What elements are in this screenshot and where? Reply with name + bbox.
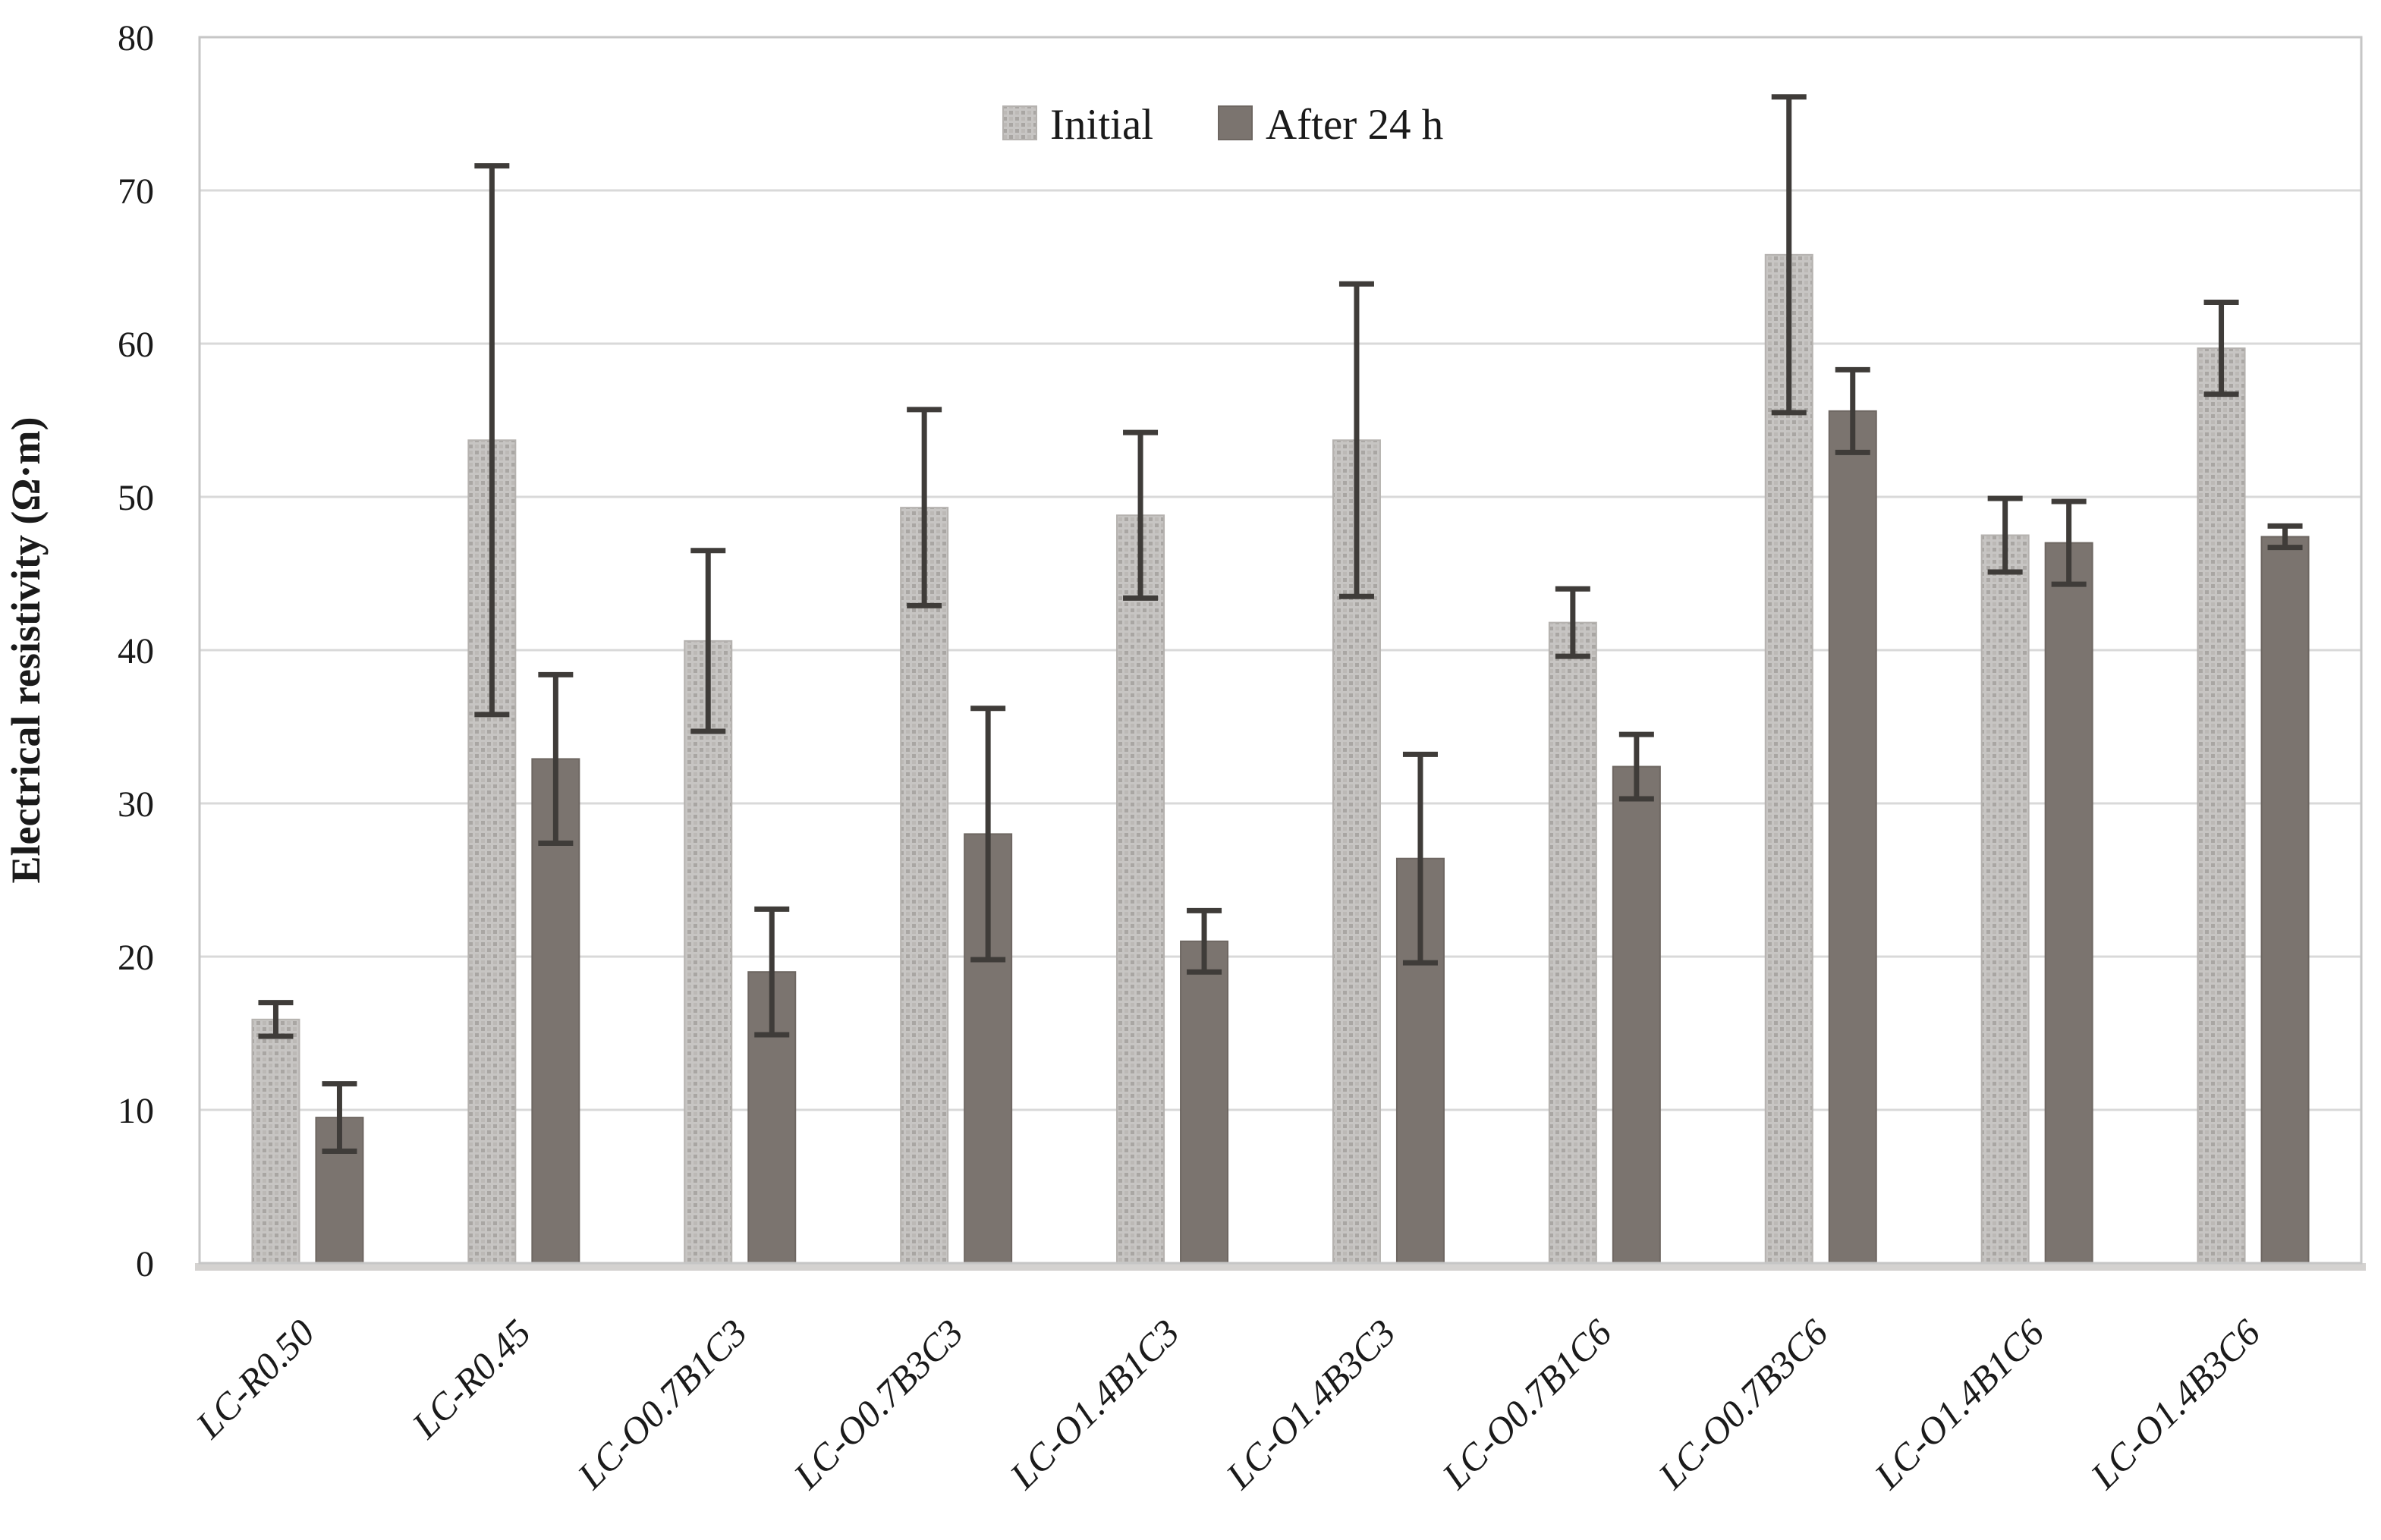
y-tick-label: 70 <box>118 171 154 212</box>
legend-item-after-24h: After 24 h <box>1218 101 1443 149</box>
error-bar-initial <box>1123 429 1159 601</box>
error-bar-initial <box>690 548 726 734</box>
error-bars <box>258 94 2303 1155</box>
y-tick-label: 30 <box>118 784 154 825</box>
error-bar-initial <box>907 407 942 608</box>
x-category-label: LC-O1.4B1C6 <box>1866 1311 2052 1498</box>
error-bar-after-24h <box>1618 731 1654 802</box>
y-tick-label: 20 <box>118 938 154 978</box>
y-axis-tick-labels: 0 10 20 30 40 50 60 70 80 <box>118 18 154 1284</box>
bar-initial <box>684 640 733 1264</box>
error-bar-after-24h <box>1835 366 1870 455</box>
error-bar-after-24h <box>970 706 1006 963</box>
bar-initial <box>2197 347 2246 1264</box>
x-category-label: LC-O0.7B1C3 <box>568 1311 755 1498</box>
x-category-label: LC-R0.45 <box>403 1311 539 1447</box>
y-tick-label: 50 <box>118 478 154 518</box>
bar-after-24h <box>1612 765 1661 1264</box>
legend: Initial After 24 h <box>1002 101 1443 149</box>
y-tick-label: 40 <box>118 631 154 671</box>
legend-label-after-24h: After 24 h <box>1266 101 1443 149</box>
x-category-label: LC-O0.7B3C6 <box>1650 1311 1836 1498</box>
bar-initial <box>900 507 949 1264</box>
y-tick-label: 60 <box>118 325 154 365</box>
legend-label-initial: Initial <box>1050 101 1153 149</box>
gridlines <box>200 36 2361 1111</box>
bar-initial <box>1116 514 1165 1264</box>
bar-initial <box>1764 253 1813 1265</box>
legend-item-initial: Initial <box>1002 101 1153 149</box>
y-tick-label: 10 <box>118 1091 154 1131</box>
bar-after-24h <box>2044 542 2093 1264</box>
error-bar-after-24h <box>1402 751 1438 966</box>
x-category-label: LC-R0.50 <box>187 1311 322 1447</box>
plot-frame <box>195 36 2366 1271</box>
error-bar-initial <box>2203 299 2239 398</box>
error-bar-after-24h <box>1187 907 1222 975</box>
error-bar-after-24h <box>2051 498 2087 587</box>
bar-initial <box>1980 534 2030 1264</box>
error-bar-after-24h <box>322 1081 357 1155</box>
y-axis-title: Electrical resistivity (Ω·m) <box>3 416 49 883</box>
error-bar-initial <box>258 1000 294 1039</box>
bar-initial <box>251 1018 300 1264</box>
y-tick-label: 0 <box>136 1244 154 1284</box>
x-category-label: LC-O1.4B1C3 <box>1001 1311 1187 1498</box>
bar-initial <box>1548 621 1597 1264</box>
error-bar-initial <box>1338 281 1374 599</box>
x-category-label: LC-O0.7B3C3 <box>785 1311 971 1498</box>
error-bar-initial <box>1987 495 2023 575</box>
error-bar-initial <box>1555 586 1590 659</box>
y-tick-label: 80 <box>118 18 154 58</box>
error-bar-after-24h <box>754 906 790 1038</box>
x-axis-line <box>195 1263 2366 1271</box>
x-category-label: LC-O0.7B1C6 <box>1433 1311 1620 1498</box>
bar-after-24h <box>2260 536 2310 1264</box>
x-axis-category-labels: LC-R0.50 LC-R0.45 LC-O0.7B1C3 LC-O0.7B3C3 LC… <box>187 1311 2268 1498</box>
bar-after-24h <box>747 971 797 1264</box>
error-bar-after-24h <box>538 671 574 847</box>
bar-after-24h <box>1180 940 1229 1265</box>
error-bar-after-24h <box>2267 523 2303 551</box>
error-bar-initial <box>474 163 510 718</box>
bar-after-24h <box>1828 410 1877 1264</box>
legend-swatch-initial <box>1002 105 1037 140</box>
x-category-label: LC-O1.4B3C3 <box>1217 1311 1404 1498</box>
x-category-label: LC-O1.4B3C6 <box>2082 1311 2269 1498</box>
plot-border <box>198 36 2363 1265</box>
error-bar-initial <box>1771 94 1807 416</box>
legend-swatch-after-24h <box>1218 105 1253 140</box>
bars <box>251 253 2310 1265</box>
